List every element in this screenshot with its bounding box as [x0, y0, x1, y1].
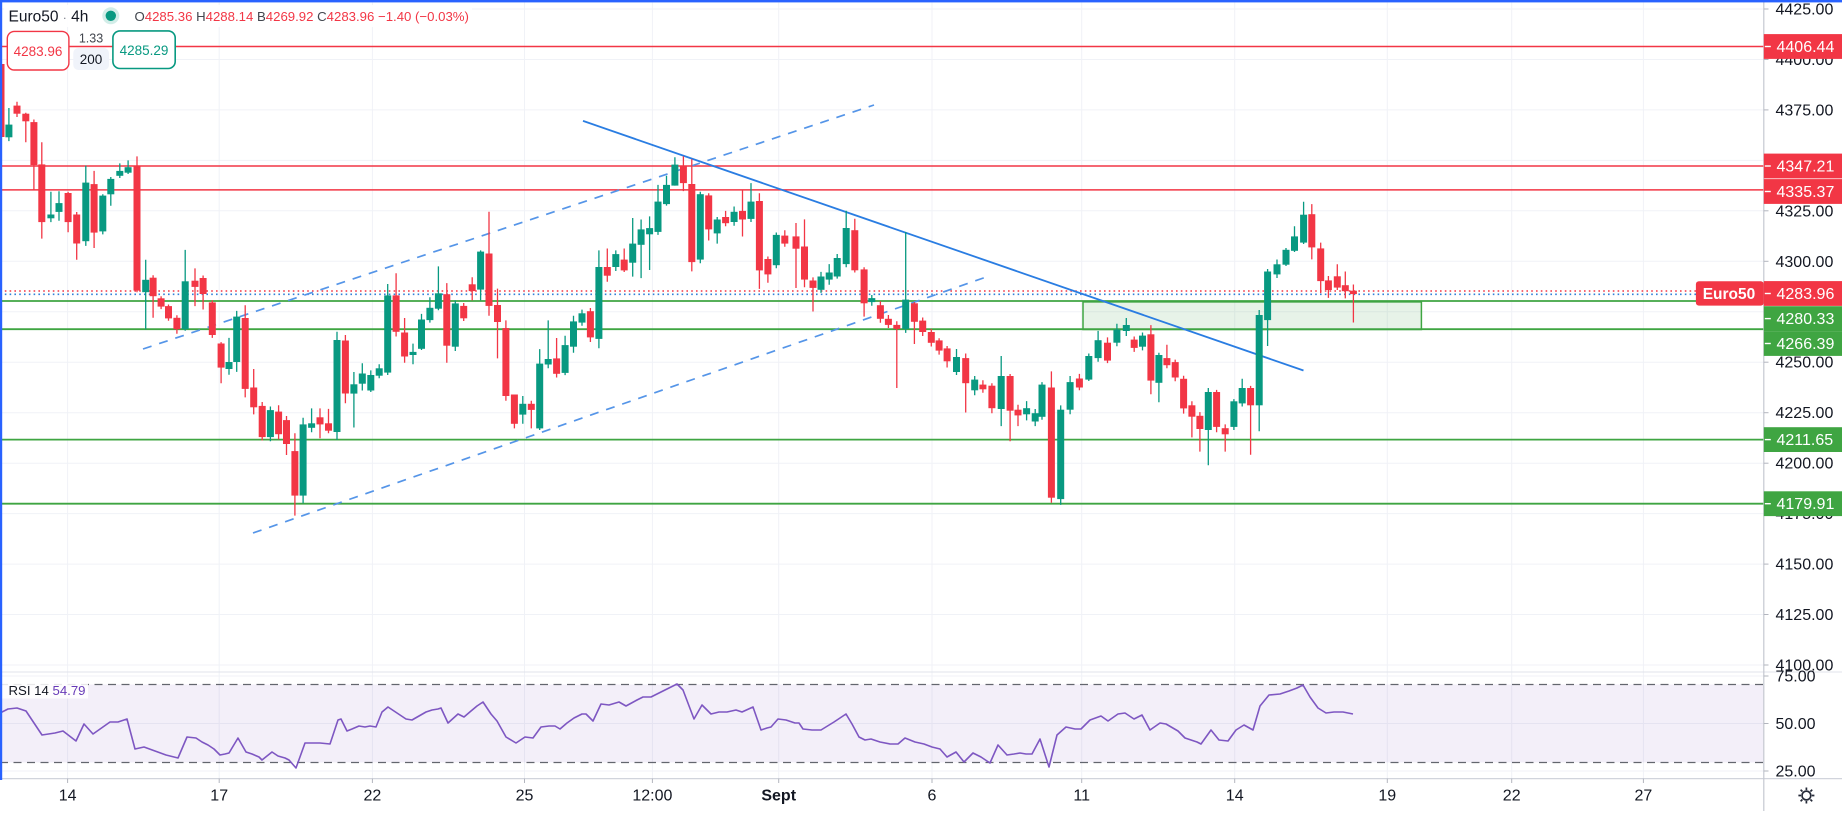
svg-text:4179.91: 4179.91 — [1777, 496, 1835, 513]
svg-text:4250.00: 4250.00 — [1776, 355, 1834, 372]
svg-text:19: 19 — [1378, 788, 1396, 805]
svg-text:25: 25 — [516, 788, 534, 805]
svg-text:75.00: 75.00 — [1776, 669, 1816, 686]
svg-text:4425.00: 4425.00 — [1776, 2, 1834, 19]
svg-text:17: 17 — [210, 788, 228, 805]
svg-text:4406.44: 4406.44 — [1777, 39, 1835, 56]
svg-text:22: 22 — [364, 788, 382, 805]
svg-text:11: 11 — [1073, 788, 1090, 805]
svg-text:4125.00: 4125.00 — [1776, 607, 1834, 624]
svg-text:4225.00: 4225.00 — [1776, 405, 1834, 422]
svg-text:Euro50: Euro50 — [1703, 286, 1756, 303]
svg-text:4283.96: 4283.96 — [14, 44, 63, 59]
svg-text:O4285.36 H4288.14 B4269.92 C42: O4285.36 H4288.14 B4269.92 C4283.96 −1.4… — [135, 9, 469, 24]
svg-text:4335.37: 4335.37 — [1777, 184, 1835, 201]
svg-text:4280.33: 4280.33 — [1777, 311, 1835, 328]
svg-text:Sept: Sept — [761, 788, 796, 805]
svg-text:12:00: 12:00 — [632, 788, 672, 805]
svg-text:4347.21: 4347.21 — [1777, 159, 1835, 176]
svg-text:200: 200 — [80, 52, 103, 67]
svg-text:14: 14 — [59, 788, 77, 805]
svg-text:4325.00: 4325.00 — [1776, 203, 1834, 220]
svg-text:4283.96: 4283.96 — [1777, 286, 1835, 303]
svg-text:4211.65: 4211.65 — [1777, 432, 1834, 449]
svg-text:50.00: 50.00 — [1776, 716, 1816, 733]
svg-text:27: 27 — [1635, 788, 1653, 805]
svg-text:4266.39: 4266.39 — [1777, 336, 1835, 353]
svg-text:6: 6 — [928, 788, 937, 805]
svg-text:4285.29: 4285.29 — [120, 43, 169, 58]
svg-text:14: 14 — [1226, 788, 1244, 805]
svg-text:Euro50 · 4h: Euro50 · 4h — [9, 9, 89, 26]
svg-text:4100.00: 4100.00 — [1776, 658, 1834, 675]
svg-text:4375.00: 4375.00 — [1776, 102, 1834, 119]
svg-text:25.00: 25.00 — [1776, 764, 1816, 781]
svg-text:4300.00: 4300.00 — [1776, 254, 1834, 271]
svg-text:1.33: 1.33 — [79, 32, 103, 46]
svg-text:RSI 14 54.79: RSI 14 54.79 — [9, 683, 86, 698]
svg-text:4200.00: 4200.00 — [1776, 456, 1834, 473]
svg-text:22: 22 — [1503, 788, 1521, 805]
svg-text:4150.00: 4150.00 — [1776, 557, 1834, 574]
